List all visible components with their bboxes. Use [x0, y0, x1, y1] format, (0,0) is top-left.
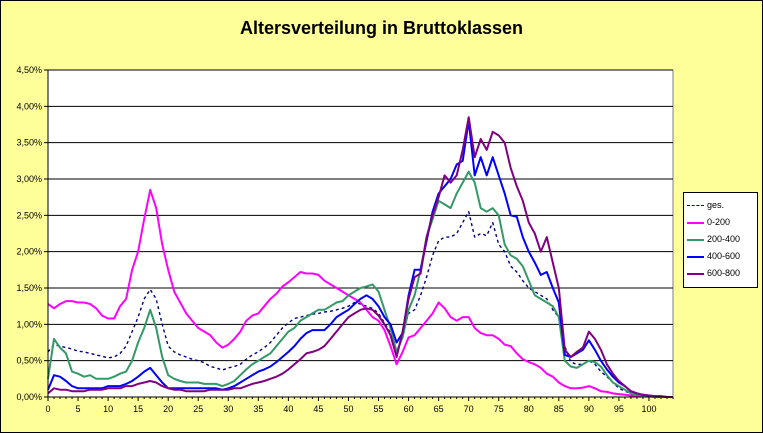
y-tick-label: 1,00%	[16, 319, 42, 329]
x-tick-label: 45	[313, 404, 323, 414]
legend-item: 600-800	[687, 267, 757, 281]
legend: ges. 0-200 200-400 400-600 600-800	[683, 192, 758, 288]
plot-area	[47, 69, 674, 398]
legend-item: 200-400	[687, 233, 757, 247]
x-tick-label: 15	[133, 404, 143, 414]
x-tick-label: 70	[464, 404, 474, 414]
series-line-400-600	[47, 119, 673, 398]
x-tick-label: 85	[554, 404, 564, 414]
x-tick-label: 40	[283, 404, 293, 414]
legend-swatch	[687, 239, 704, 241]
x-tick-label: 20	[163, 404, 173, 414]
x-tick-label: 30	[223, 404, 233, 414]
legend-item: 0-200	[687, 216, 757, 230]
legend-swatch	[687, 256, 704, 258]
x-tick-label: 0	[45, 404, 50, 414]
y-tick-label: 2,50%	[16, 210, 42, 220]
legend-label: 200-400	[707, 234, 741, 244]
x-tick-label: 50	[343, 404, 353, 414]
legend-item: ges.	[687, 199, 757, 213]
x-tick-label: 80	[524, 404, 534, 414]
legend-label: 600-800	[707, 268, 741, 278]
y-tick-label: 2,00%	[16, 247, 42, 257]
y-tick-label: 1,50%	[16, 283, 42, 293]
y-tick-label: 4,00%	[16, 101, 42, 111]
x-tick-label: 35	[253, 404, 263, 414]
chart-title: Altersverteilung in Bruttoklassen	[239, 18, 524, 38]
legend-item: 400-600	[687, 250, 757, 264]
legend-swatch	[687, 205, 704, 206]
legend-swatch	[687, 222, 704, 224]
x-tick-label: 95	[614, 404, 624, 414]
y-tick-label: 0,50%	[16, 356, 42, 366]
x-tick-label: 55	[374, 404, 384, 414]
series-line-200-400	[47, 170, 673, 398]
legend-label: ges.	[707, 200, 725, 210]
x-tick-label: 10	[103, 404, 113, 414]
x-tick-label: 90	[584, 404, 594, 414]
x-tick-label: 60	[404, 404, 414, 414]
x-tick-label: 65	[434, 404, 444, 414]
legend-label: 0-200	[707, 217, 731, 227]
y-tick-label: 0,00%	[16, 392, 42, 402]
series-line-600-800	[47, 116, 673, 398]
x-tick-label: 5	[76, 404, 81, 414]
x-tick-label: 25	[193, 404, 203, 414]
x-tick-label: 75	[494, 404, 504, 414]
y-tick-label: 4,50%	[16, 65, 42, 75]
legend-swatch	[687, 273, 704, 275]
legend-label: 400-600	[707, 251, 741, 261]
y-tick-label: 3,00%	[16, 174, 42, 184]
series-line-0-200	[47, 188, 673, 398]
x-tick-label: 100	[641, 404, 656, 414]
y-tick-label: 3,50%	[16, 138, 42, 148]
